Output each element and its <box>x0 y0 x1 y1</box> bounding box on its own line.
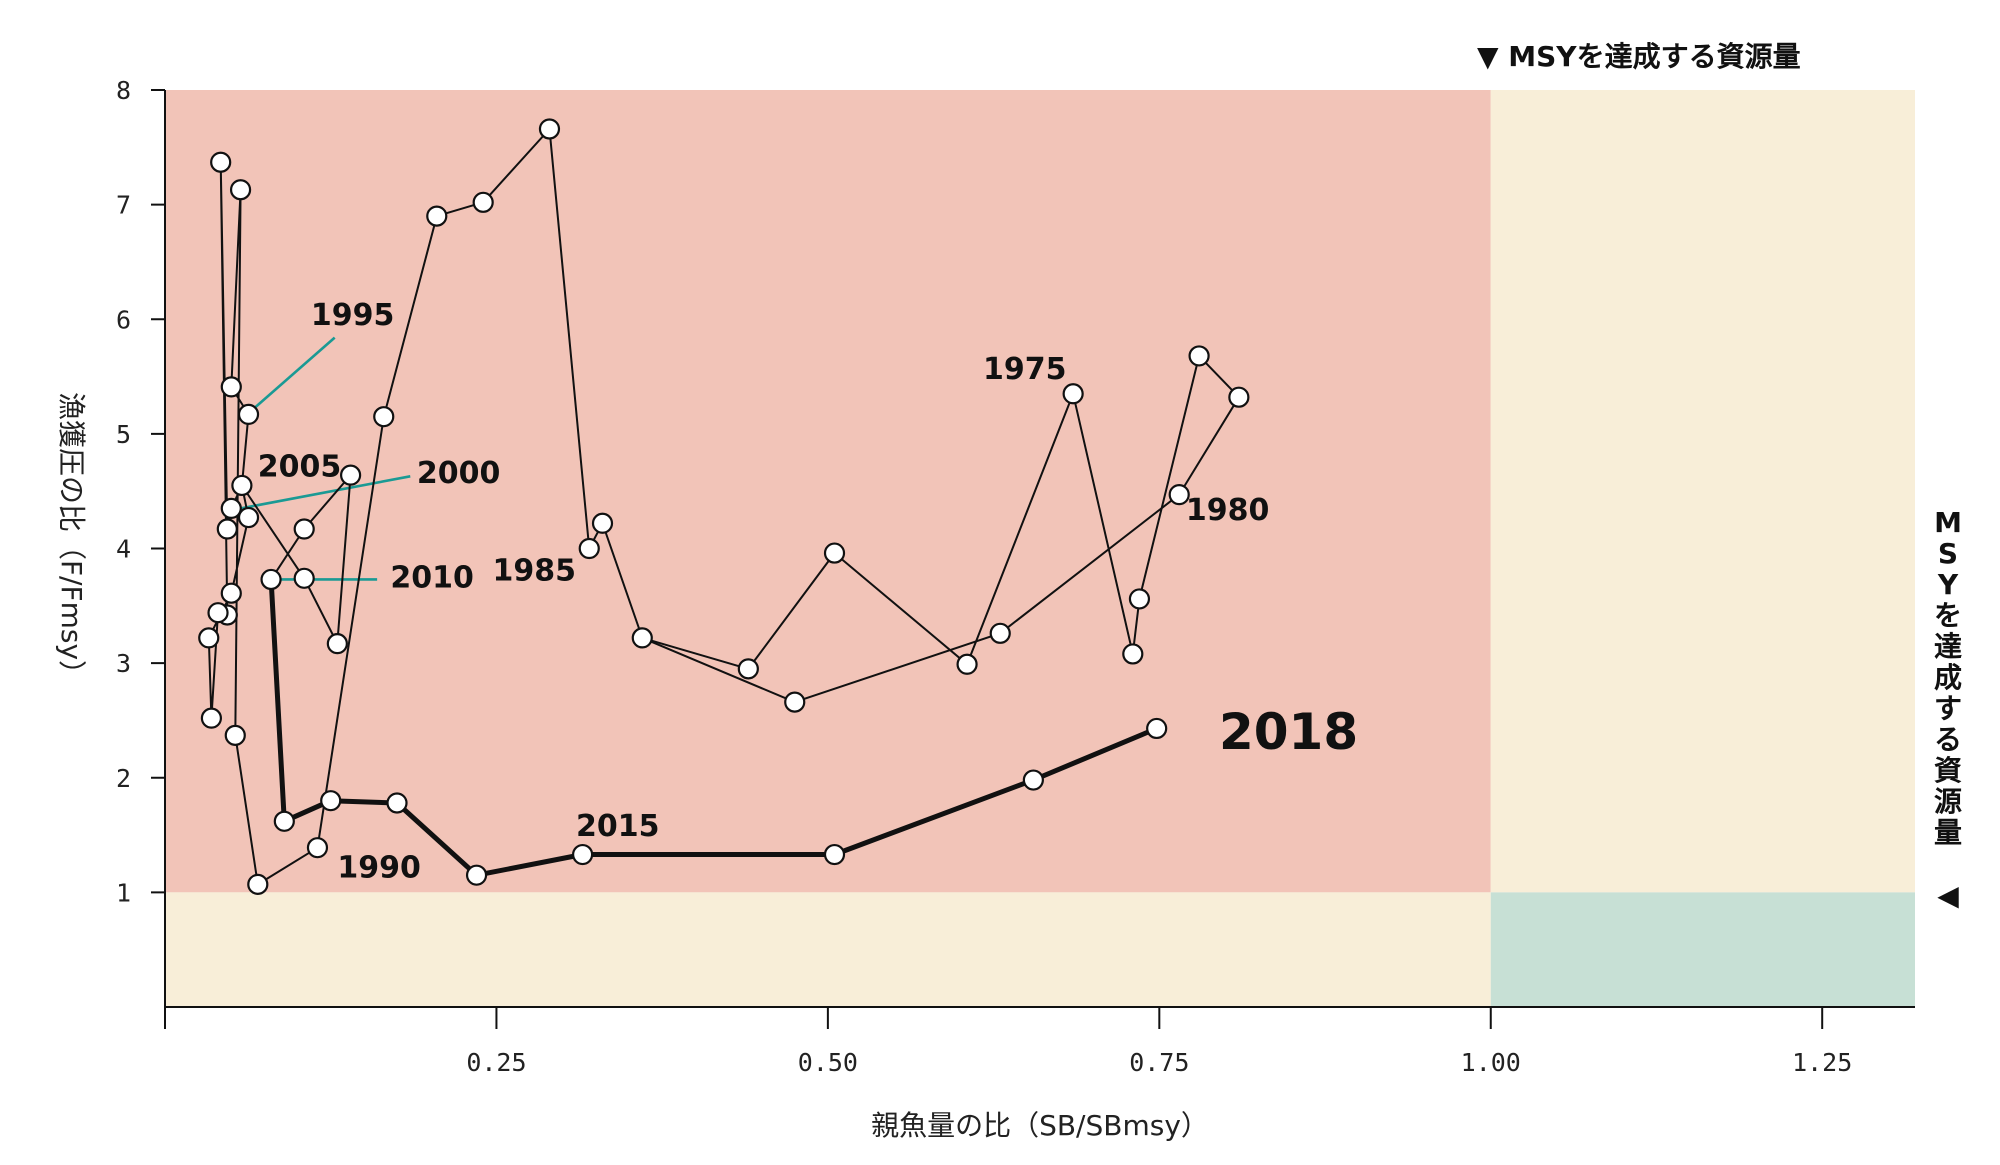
data-point <box>224 724 246 746</box>
data-point <box>229 179 252 201</box>
data-point <box>220 497 242 519</box>
region-0 <box>165 90 1491 893</box>
plot-regions <box>165 90 1915 1007</box>
data-point <box>572 843 594 866</box>
x-axis-title: 親魚量の比（SB/SBmsy） <box>871 1109 1209 1142</box>
y-tick-label: 4 <box>116 535 131 564</box>
year-label-2005: 2005 <box>258 449 342 484</box>
msy-right-char: 成 <box>1934 661 1962 694</box>
msy-right-char: 資 <box>1934 754 1962 787</box>
msy-marker-top: ▼ MSYを達成する資源量 <box>1477 40 1801 73</box>
x-tick-label: 0.75 <box>1129 1048 1189 1077</box>
y-tick-label: 2 <box>116 764 131 793</box>
data-point <box>237 506 260 529</box>
msy-right-char: 量 <box>1934 816 1962 849</box>
data-point <box>591 512 614 534</box>
year-label-1995: 1995 <box>311 298 395 333</box>
leader-line-2000 <box>228 475 411 512</box>
data-point <box>631 627 653 649</box>
data-point <box>1122 643 1144 665</box>
msy-right-char: 源 <box>1934 785 1962 818</box>
data-point <box>326 633 348 655</box>
msy-right-char: す <box>1934 692 1962 725</box>
data-point <box>465 864 488 886</box>
msy-right-char: 達 <box>1934 630 1962 663</box>
data-point <box>210 151 232 173</box>
data-point <box>784 691 806 713</box>
data-point <box>823 542 846 564</box>
year-label-1975: 1975 <box>983 352 1067 387</box>
axes: 0.25 0.50 0.75 1.00 1.25 1 2 3 4 5 6 7 8 <box>116 76 1915 1077</box>
leader-line-1995 <box>243 336 336 418</box>
annotations: 1975 1980 1985 1990 1995 2000 2005 2010 2015 2018 <box>258 298 1358 885</box>
data-point <box>220 582 242 604</box>
msy-right-char: Y <box>1937 568 1959 601</box>
data-point <box>220 376 242 398</box>
y-tick-label: 3 <box>116 649 131 678</box>
data-point <box>956 653 978 675</box>
year-label-1990: 1990 <box>337 850 421 885</box>
data-point <box>237 403 260 425</box>
y-tick-label: 7 <box>116 191 131 220</box>
msy-right-char: M <box>1934 506 1962 539</box>
data-point <box>373 406 395 428</box>
year-label-2000: 2000 <box>417 456 501 491</box>
data-point <box>200 707 223 729</box>
msy-right-char: る <box>1934 723 1962 756</box>
x-tick-label: 1.25 <box>1792 1048 1852 1077</box>
data-point <box>386 792 408 814</box>
msy-right-char: S <box>1938 537 1958 570</box>
data-point <box>207 602 229 624</box>
y-tick-label: 8 <box>116 76 131 105</box>
data-point <box>247 873 269 895</box>
region-3 <box>1490 892 1915 1007</box>
y-tick-label: 6 <box>116 305 131 334</box>
data-point <box>472 191 494 213</box>
year-label-1980: 1980 <box>1186 493 1270 528</box>
series-points <box>198 118 1250 895</box>
data-point <box>1168 484 1190 506</box>
x-tick-label: 1.00 <box>1461 1048 1521 1077</box>
year-label-2010: 2010 <box>390 560 474 595</box>
msy-marker-right: MSYを達成する資源量 ◀ <box>1934 506 1962 912</box>
data-point <box>426 205 448 227</box>
data-point <box>1128 588 1151 610</box>
region-2 <box>165 892 1491 1007</box>
data-point <box>231 474 253 497</box>
data-point <box>578 537 600 560</box>
year-label-1985: 1985 <box>492 554 576 589</box>
data-point <box>1188 345 1210 367</box>
data-point <box>1228 386 1250 408</box>
y-axis-title: 漁獲圧の比（F/Fmsy） <box>55 392 88 688</box>
data-point <box>320 790 342 812</box>
data-point <box>260 568 282 591</box>
data-point <box>737 658 759 680</box>
data-point <box>198 627 220 649</box>
x-tick-label: 0.50 <box>798 1048 858 1077</box>
msy-right-char: を <box>1934 599 1962 632</box>
data-point <box>989 622 1011 644</box>
data-point <box>273 810 295 832</box>
data-point <box>293 518 315 540</box>
y-tick-label: 1 <box>116 878 131 907</box>
year-label-2018: 2018 <box>1219 703 1358 761</box>
msy-right-arrow: ◀ <box>1937 879 1959 912</box>
data-point <box>538 118 561 140</box>
region-1 <box>1490 90 1915 893</box>
data-point <box>306 837 329 859</box>
data-point <box>340 464 362 486</box>
data-point <box>1146 717 1168 740</box>
data-point <box>293 567 315 589</box>
y-tick-label: 5 <box>116 420 131 449</box>
data-point <box>823 843 846 866</box>
data-point <box>216 518 238 540</box>
data-point <box>1062 383 1084 405</box>
data-point <box>1022 769 1044 791</box>
x-tick-label: 0.25 <box>466 1048 526 1077</box>
year-label-2015: 2015 <box>576 809 660 844</box>
